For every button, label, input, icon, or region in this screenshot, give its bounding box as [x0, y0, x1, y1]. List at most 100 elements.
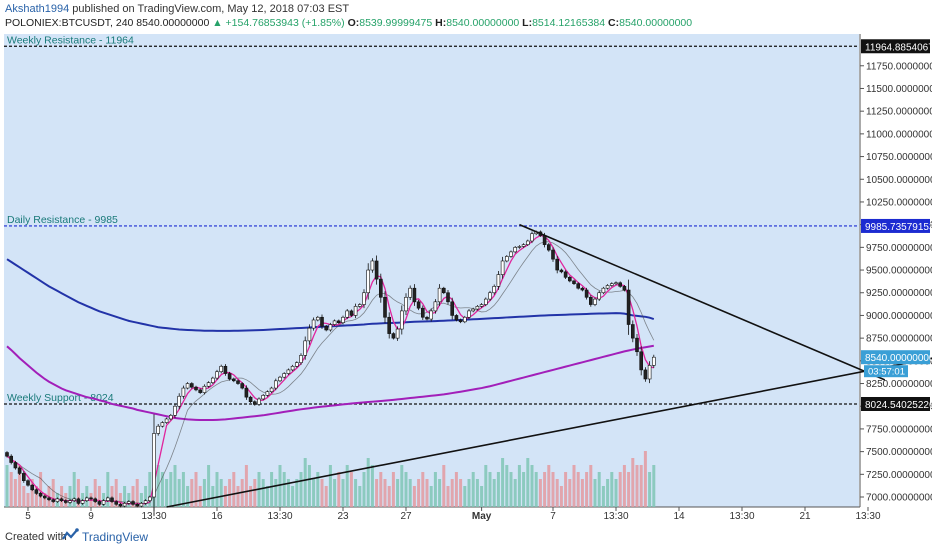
volume-bar [282, 472, 286, 507]
high-value: 8540.00000000 [446, 17, 520, 29]
candle-body [160, 422, 165, 427]
volume-bar [580, 479, 584, 507]
level-price-tag [861, 218, 930, 233]
volume-bar [72, 472, 76, 507]
volume-bar [26, 493, 30, 507]
volume-bar [593, 479, 597, 507]
volume-bar [219, 479, 223, 507]
candle-body [181, 387, 186, 397]
y-tick-label: 7250.00000000 [866, 470, 932, 481]
volume-bar [106, 472, 110, 507]
candle-body [219, 365, 223, 373]
volume-bar [123, 486, 127, 507]
candle-body [387, 316, 392, 334]
chart-svg[interactable]: 7000.00000000 7250.00000000 7500.00000000 7… [0, 32, 932, 522]
candle-body [232, 378, 236, 382]
volume-bar [459, 479, 463, 507]
open-label: O: [347, 17, 360, 29]
candle-body [114, 501, 118, 505]
volume-bar [496, 472, 500, 507]
x-tick-label: May [472, 511, 492, 522]
volume-bar [538, 479, 542, 507]
candle-body [517, 246, 522, 248]
candle-body [303, 340, 308, 356]
candle-body [479, 304, 484, 307]
volume-bar [18, 465, 22, 507]
created-with-label: Created with [5, 531, 67, 543]
volume-bar [417, 479, 421, 507]
candle-body [278, 376, 282, 382]
y-tick-label: 7500.00000000 [866, 447, 932, 458]
candle-body [211, 377, 215, 383]
candle-body [97, 501, 102, 505]
y-tick-label: 11500.00000000 [866, 84, 932, 95]
volume-bar [383, 479, 387, 507]
close-label: C: [608, 17, 620, 29]
author-link[interactable]: Akshath1994 [5, 3, 70, 15]
candle-body [223, 365, 228, 374]
y-tick-label: 9500.00000000 [866, 266, 932, 277]
plot-background [4, 34, 859, 507]
candle-body [458, 319, 463, 323]
candle-body [530, 233, 534, 242]
candle-body [572, 280, 576, 284]
volume-bar [480, 486, 484, 507]
volume-bar [265, 486, 269, 507]
level-label: Daily Resistance - 9985 [7, 214, 118, 226]
candle-body [605, 285, 610, 289]
volume-bar [270, 472, 274, 507]
candle-body [500, 260, 505, 275]
volume-bar [345, 465, 349, 507]
volume-bar [286, 479, 290, 507]
last-price-tag-text: 8540.00000000 [865, 353, 932, 364]
volume-bar [148, 472, 152, 507]
candle-body [68, 500, 72, 503]
volume-bar [312, 479, 316, 507]
candle-body [614, 282, 618, 285]
level-price-tag-text: 8024.54025226 [865, 400, 932, 411]
candle-body [185, 383, 190, 389]
volume-bar [639, 465, 643, 507]
volume-bar [543, 472, 547, 507]
x-tick-layer: 5 9 13:30 16 13:30 23 27 May 7 13:30 14 13:30 21 13:3… [25, 507, 881, 522]
volume-bar [475, 479, 479, 507]
volume-bar [400, 465, 404, 507]
countdown-tag-text: 03:57:01 [868, 367, 905, 378]
volume-bar [215, 472, 219, 507]
volume-bar [614, 479, 618, 507]
volume-bar [97, 486, 101, 507]
volume-bar [299, 472, 303, 507]
candle-body [240, 383, 244, 389]
candle-body [101, 500, 106, 505]
volume-bar [404, 472, 408, 507]
candle-body [471, 308, 476, 312]
candle-body [55, 498, 60, 502]
volume-bar [349, 472, 353, 507]
candle-body [26, 480, 30, 486]
volume-bar [354, 479, 358, 507]
candle-body [294, 362, 299, 367]
candle-body [454, 315, 459, 321]
candle-body [261, 395, 266, 400]
chart-footer: Created with TradingView [0, 522, 932, 550]
volume-bar [333, 479, 337, 507]
candle-body [513, 247, 518, 253]
candle-body [13, 462, 18, 469]
candle-body [370, 260, 375, 271]
change-value: ▲ +154.76853943 (+1.85%) [212, 17, 345, 29]
candle-body [383, 296, 387, 318]
candle-body [555, 258, 560, 271]
candle-body [215, 371, 219, 379]
price-chart[interactable]: 7000.00000000 7250.00000000 7500.00000000 7… [0, 32, 932, 522]
volume-bar [366, 458, 370, 507]
y-tick-label: 11750.00000000 [866, 61, 932, 72]
candle-body [122, 503, 127, 507]
x-tick-label: 13:30 [855, 511, 880, 522]
candle-body [47, 497, 51, 501]
volume-bar [551, 472, 555, 507]
level-price-tag [861, 39, 930, 54]
tradingview-brand[interactable]: TradingView [82, 530, 149, 544]
volume-bar [114, 479, 118, 507]
volume-bar [295, 479, 299, 507]
candle-body [366, 269, 371, 294]
